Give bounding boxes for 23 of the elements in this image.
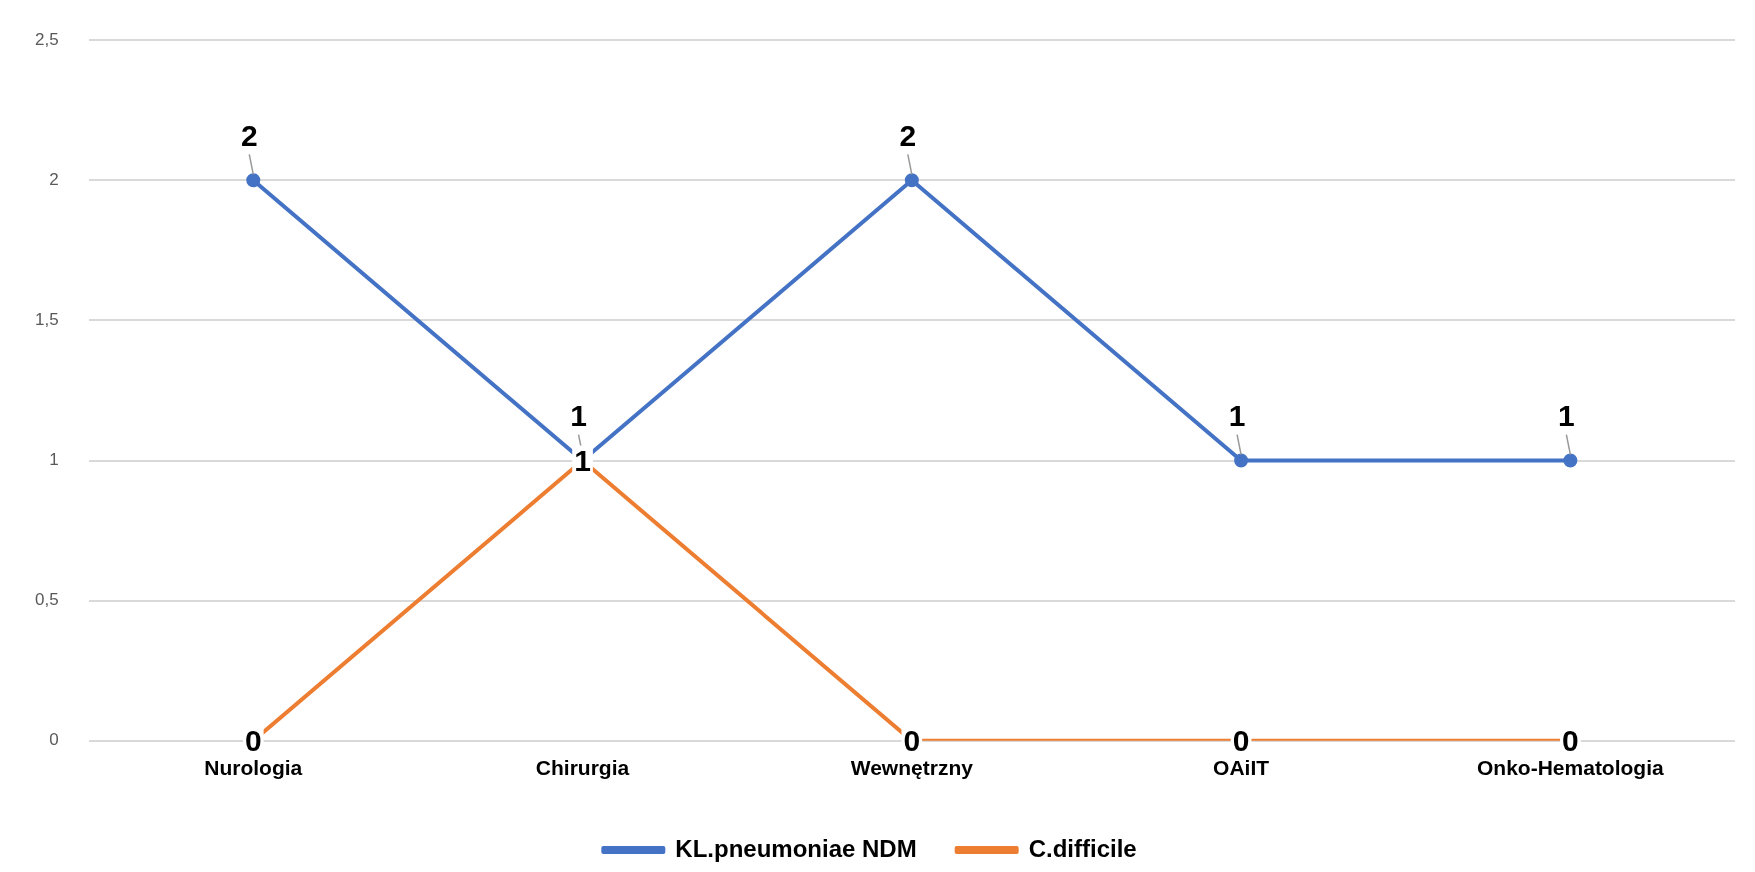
data-label: 1 [1228,398,1246,432]
data-label: 1 [1558,398,1575,432]
x-tick-label: Wewnętrzny [850,756,974,780]
y-tick-label: 1,5 [34,310,59,330]
x-tick-label: OAiIT [1213,756,1270,780]
x-tick-label: Nurologia [204,756,303,780]
x-tick-label: Chirurgia [535,756,630,780]
y-tick-label: 1 [49,450,59,470]
y-tick-label: 2,5 [34,29,59,49]
data-label: 0 [903,724,921,758]
x-tick-label: Onko-Hematologia [1477,756,1665,780]
legend-label: KL.pneumoniae NDM [675,834,917,862]
data-label: 0 [1562,724,1579,758]
data-label: 2 [240,118,258,152]
data-label: 0 [244,724,262,758]
data-label: 0 [1232,724,1250,758]
y-tick-label: 0 [49,730,59,750]
data-label: 1 [574,443,591,477]
legend-label: C.difficile [1028,834,1137,862]
data-label: 2 [899,118,917,152]
y-tick-label: 0,5 [34,590,59,610]
data-label: 1 [570,398,587,432]
y-tick-label: 2 [49,170,59,190]
